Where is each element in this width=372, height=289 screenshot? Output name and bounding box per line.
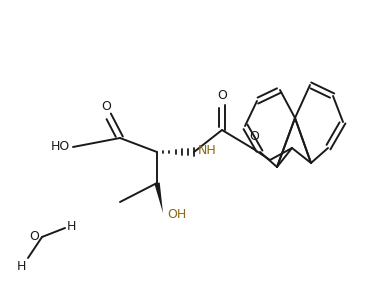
- Text: NH: NH: [198, 144, 217, 158]
- Text: O: O: [249, 130, 259, 143]
- Text: H: H: [67, 221, 76, 234]
- Text: OH: OH: [167, 208, 186, 221]
- Polygon shape: [154, 182, 163, 213]
- Text: HO: HO: [51, 140, 70, 153]
- Text: H: H: [17, 260, 26, 273]
- Text: O: O: [101, 100, 111, 113]
- Text: O: O: [217, 89, 227, 102]
- Text: O: O: [29, 231, 39, 244]
